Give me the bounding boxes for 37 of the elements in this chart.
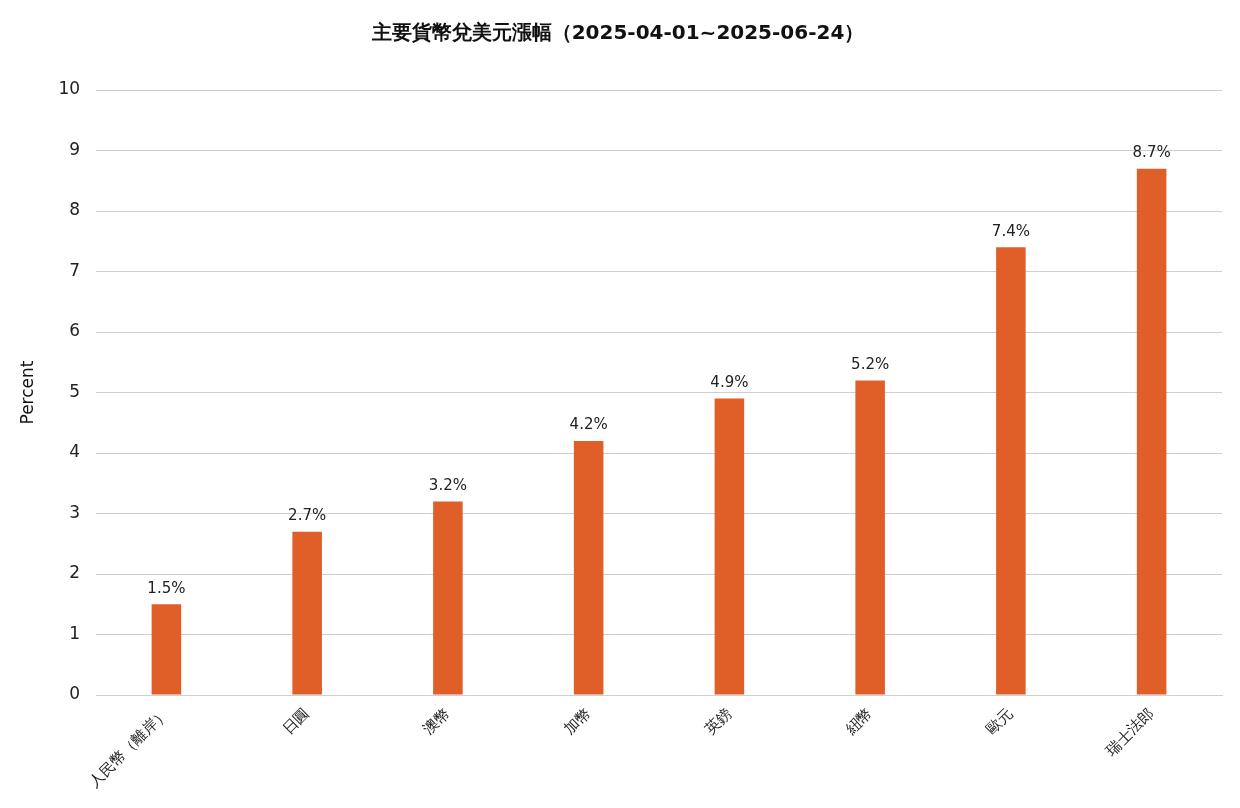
bar: [996, 247, 1026, 695]
data-label: 7.4%: [991, 221, 1030, 240]
x-tick-label: 人民幣（離岸）: [85, 704, 172, 792]
y-tick-label: 3: [69, 501, 81, 522]
x-tick-label: 歐元: [982, 704, 1017, 739]
data-label: 4.9%: [710, 372, 749, 391]
bar: [573, 440, 604, 695]
y-tick-label: 10: [58, 78, 81, 99]
bar: [1136, 168, 1167, 695]
x-tick-label: 加幣: [560, 704, 595, 739]
bar: [433, 501, 463, 695]
bar: [292, 531, 322, 695]
bar: [855, 380, 885, 695]
y-tick-label: 4: [69, 441, 81, 462]
y-tick-label: 0: [69, 683, 81, 704]
x-tick-label: 日圓: [278, 704, 313, 739]
y-tick-label: 9: [69, 138, 81, 159]
x-tick-label: 澳幣: [419, 704, 454, 739]
y-tick-label: 2: [69, 562, 81, 583]
data-label: 2.7%: [288, 506, 327, 525]
data-label: 5.2%: [851, 354, 890, 373]
x-tick-label: 英鎊: [701, 704, 735, 739]
x-tick-label: 紐幣: [841, 704, 876, 739]
y-tick-label: 5: [69, 380, 81, 401]
bar: [151, 604, 182, 695]
chart-title: 主要貨幣兌美元漲幅（2025-04-01~2025-06-24）: [370, 20, 865, 45]
y-tick-label: 7: [69, 259, 81, 280]
data-label: 3.2%: [428, 475, 467, 494]
data-label: 1.5%: [147, 578, 186, 597]
y-axis-title: Percent: [16, 360, 37, 425]
x-tick-label: 瑞士法郎: [1102, 704, 1158, 760]
y-tick-label: 1: [69, 622, 81, 643]
bar: [714, 398, 745, 695]
data-label: 4.2%: [569, 415, 608, 434]
y-tick-label: 6: [69, 320, 81, 341]
data-label: 8.7%: [1132, 143, 1171, 162]
y-tick-label: 8: [69, 199, 81, 220]
